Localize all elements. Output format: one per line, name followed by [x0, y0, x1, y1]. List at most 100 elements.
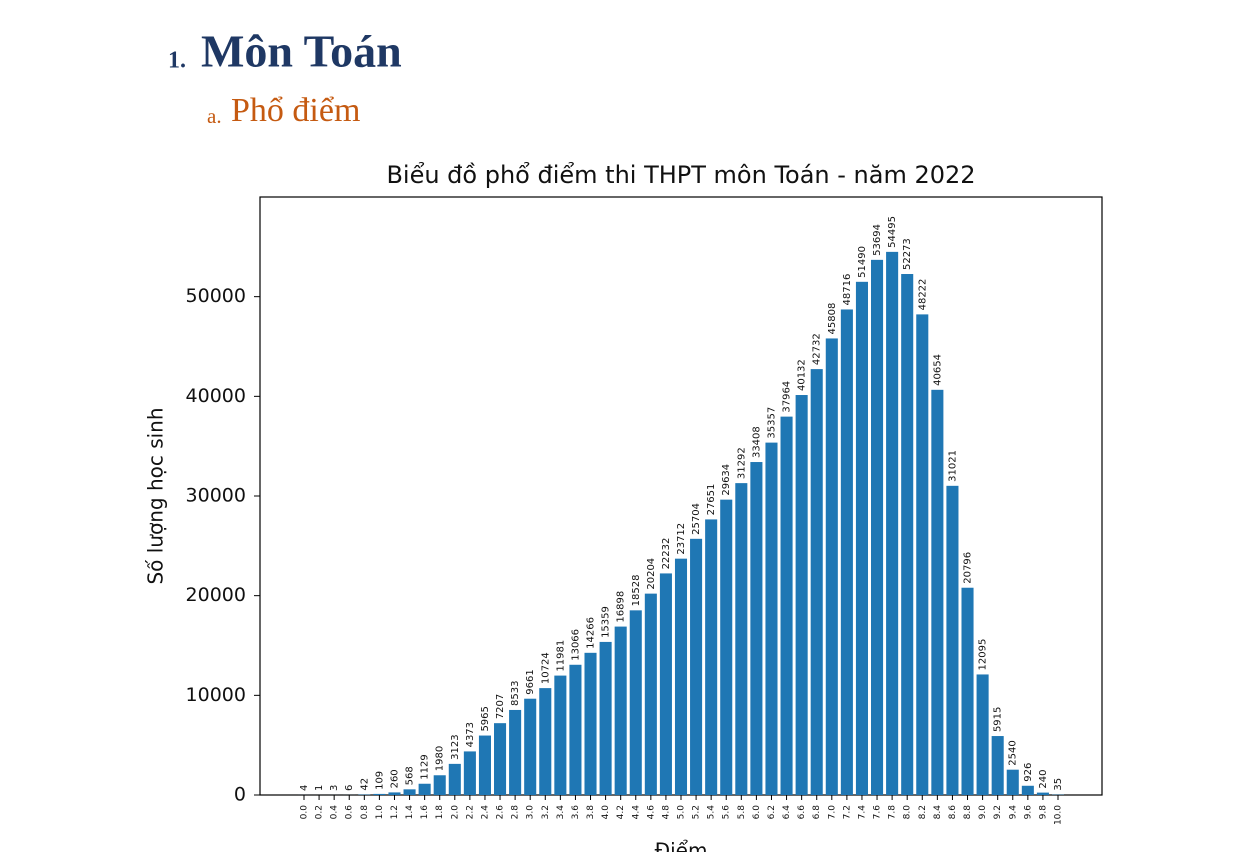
- x-tick-label: 0.4: [330, 805, 340, 820]
- value-label: 25704: [691, 503, 702, 535]
- x-tick-label: 8.8: [963, 805, 973, 820]
- value-label: 22232: [661, 538, 672, 570]
- bar: [795, 395, 808, 795]
- value-label: 3: [329, 785, 340, 791]
- x-tick-label: 9.0: [978, 805, 988, 820]
- x-tick-label: 4.8: [661, 805, 671, 820]
- x-tick-label: 6.0: [752, 805, 762, 820]
- x-tick-label: 3.2: [541, 805, 551, 819]
- x-tick-label: 4.4: [631, 805, 641, 820]
- value-label: 35: [1053, 778, 1064, 791]
- x-tick-label: 8.2: [918, 805, 928, 819]
- x-tick-label: 2.0: [450, 805, 460, 820]
- value-label: 37964: [782, 381, 793, 413]
- bar: [810, 369, 823, 795]
- x-tick-label: 0.6: [345, 805, 355, 820]
- value-label: 926: [1023, 763, 1034, 782]
- x-tick-label: 5.2: [692, 805, 702, 819]
- value-label: 45808: [827, 303, 838, 335]
- value-label: 1129: [420, 754, 431, 779]
- x-tick-label: 5.0: [677, 805, 687, 820]
- value-label: 33408: [751, 426, 762, 458]
- x-tick-label: 7.0: [827, 805, 837, 820]
- y-tick-label: 0: [234, 784, 246, 806]
- x-tick-label: 6.8: [812, 805, 822, 820]
- bar: [961, 587, 974, 795]
- bar: [524, 698, 537, 795]
- bar: [840, 309, 853, 795]
- y-tick-label: 50000: [186, 285, 246, 307]
- x-tick-label: 3.0: [526, 805, 536, 820]
- y-tick-label: 30000: [186, 485, 246, 507]
- x-tick-label: 1.4: [405, 805, 415, 820]
- value-label: 9661: [525, 669, 536, 694]
- bar: [705, 519, 718, 795]
- x-tick-label: 6.6: [797, 805, 807, 820]
- value-label: 29634: [721, 464, 732, 496]
- x-tick-label: 1.2: [390, 805, 400, 819]
- value-label: 2540: [1008, 740, 1019, 765]
- x-tick-label: 0.8: [360, 805, 370, 820]
- value-label: 3123: [450, 734, 461, 759]
- value-label: 54495: [887, 216, 898, 248]
- value-label: 31292: [736, 447, 747, 479]
- bar: [1036, 792, 1049, 795]
- heading-number: 1.: [168, 48, 186, 74]
- bar: [946, 485, 959, 795]
- bar: [871, 259, 884, 795]
- x-tick-label: 2.6: [496, 805, 506, 820]
- value-label: 568: [405, 766, 416, 785]
- value-label: 260: [389, 769, 400, 788]
- x-tick-label: 7.2: [842, 805, 852, 819]
- value-label: 18528: [631, 575, 642, 607]
- bar: [509, 709, 522, 795]
- bar: [825, 338, 838, 795]
- bar: [690, 538, 703, 795]
- value-label: 35357: [766, 407, 777, 439]
- subheading-number: a.: [207, 104, 222, 128]
- value-label: 51490: [857, 246, 868, 278]
- value-label: 240: [1038, 770, 1049, 789]
- value-label: 48716: [842, 274, 853, 306]
- x-tick-label: 9.4: [1008, 805, 1018, 820]
- chart-title: Biểu đồ phổ điểm thi THPT môn Toán - năm…: [386, 161, 975, 189]
- bar: [448, 763, 461, 795]
- x-tick-label: 5.8: [737, 805, 747, 820]
- bar: [403, 789, 416, 795]
- x-tick-label: 9.6: [1023, 805, 1033, 820]
- value-label: 8533: [510, 681, 521, 706]
- value-label: 42732: [812, 333, 823, 365]
- value-label: 11981: [555, 640, 566, 672]
- x-tick-label: 2.4: [480, 805, 490, 820]
- bar: [720, 499, 733, 795]
- x-tick-label: 3.6: [571, 805, 581, 820]
- x-tick-label: 6.2: [767, 805, 777, 819]
- bar: [539, 688, 552, 795]
- x-tick-label: 8.4: [933, 805, 943, 820]
- value-label: 42: [359, 778, 370, 791]
- bar: [463, 751, 476, 795]
- x-tick-label: 5.6: [722, 805, 732, 820]
- value-label: 20204: [646, 558, 657, 590]
- value-label: 10724: [540, 652, 551, 684]
- subheading-title: Phổ điểm: [231, 92, 360, 129]
- heading-title: Môn Toán: [201, 26, 402, 77]
- value-label: 5915: [993, 707, 1004, 732]
- x-tick-label: 8.6: [948, 805, 958, 820]
- x-tick-label: 7.6: [873, 805, 883, 820]
- bar: [629, 610, 642, 795]
- value-label: 48222: [917, 279, 928, 311]
- x-tick-label: 2.2: [465, 805, 475, 819]
- y-tick-label: 40000: [186, 385, 246, 407]
- bar: [780, 416, 793, 795]
- value-label: 31021: [947, 450, 958, 482]
- x-axis-label: Điểm: [655, 839, 708, 852]
- x-tick-label: 10.0: [1054, 805, 1064, 825]
- bar: [916, 314, 929, 795]
- value-label: 5965: [480, 706, 491, 731]
- x-tick-label: 0.0: [300, 805, 310, 820]
- x-tick-label: 1.6: [420, 805, 430, 820]
- bar: [388, 792, 401, 795]
- x-tick-label: 1.0: [375, 805, 385, 820]
